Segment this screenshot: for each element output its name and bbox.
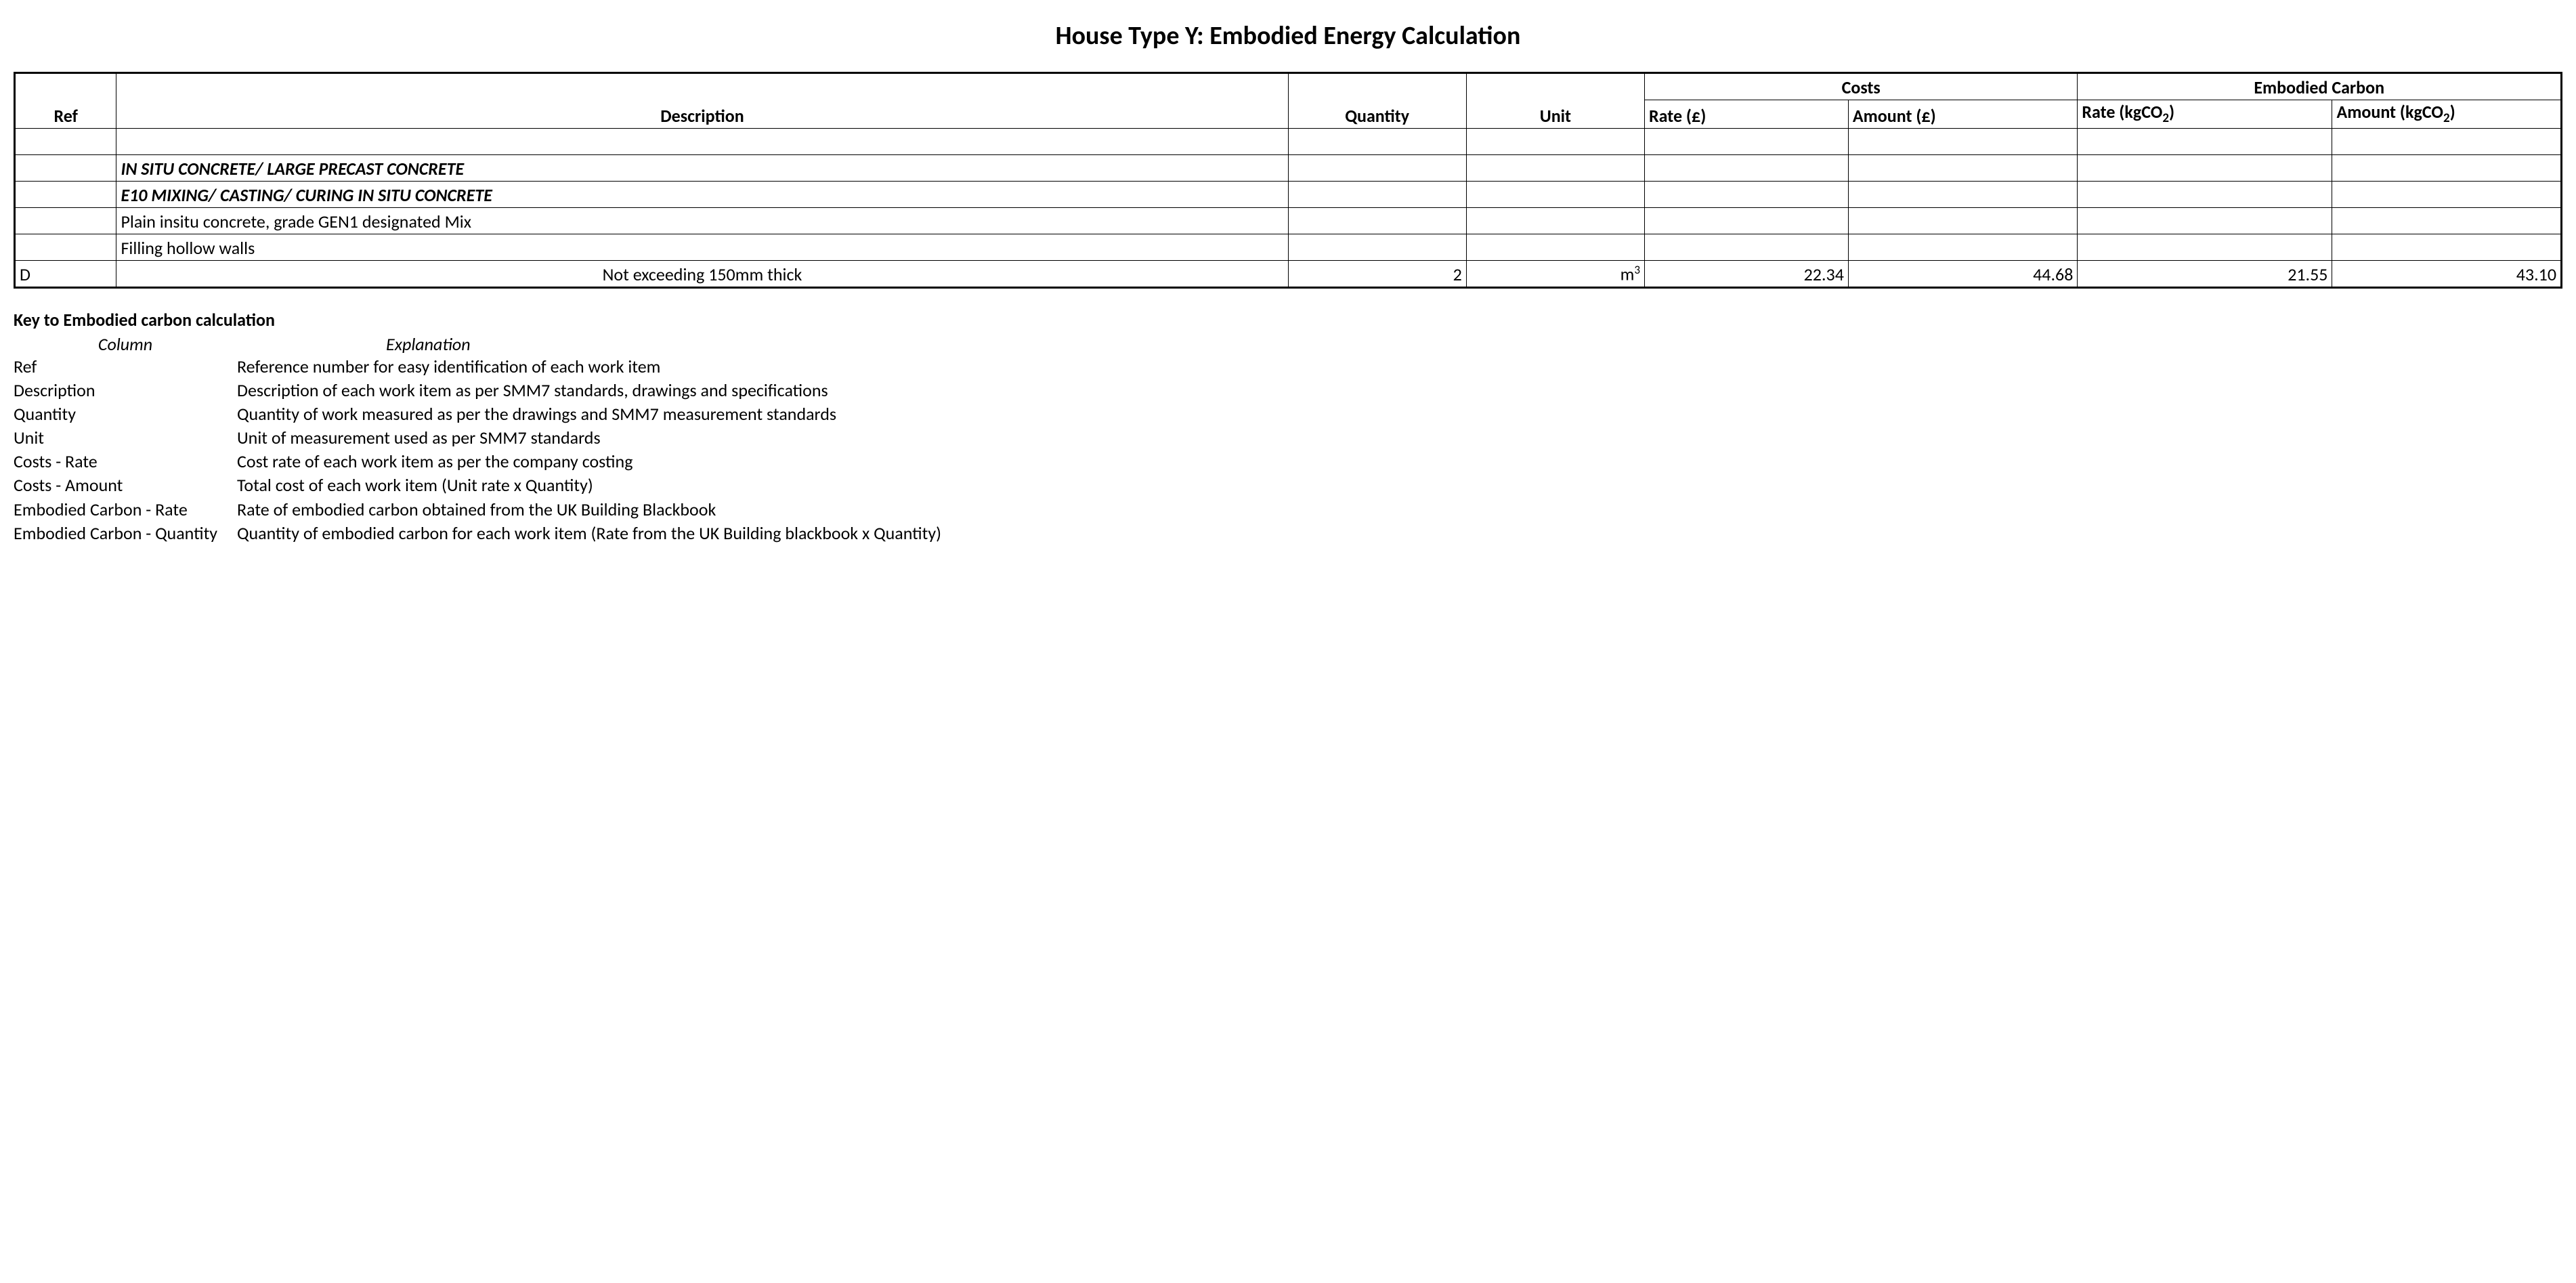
key-row: Embodied Carbon - RateRate of embodied c… xyxy=(14,498,2562,522)
key-exp: Cost rate of each work item as per the c… xyxy=(237,450,2562,474)
key-header-row: Column Explanation xyxy=(14,333,2562,355)
th-amount-ec: Amount (kgCO2) xyxy=(2332,100,2562,129)
th-description: Description xyxy=(116,73,1288,129)
key-exp: Quantity of work measured as per the dra… xyxy=(237,402,2562,426)
table-row: Filling hollow walls xyxy=(15,234,2562,260)
th-quantity: Quantity xyxy=(1288,73,1466,129)
key-col: Ref xyxy=(14,355,237,379)
calc-table: Ref Description Quantity Unit Costs Embo… xyxy=(14,72,2562,289)
key-row: Costs - RateCost rate of each work item … xyxy=(14,450,2562,474)
key-exp-head: Explanation xyxy=(237,333,2562,355)
key-row: UnitUnit of measurement used as per SMM7… xyxy=(14,426,2562,450)
key-exp: Rate of embodied carbon obtained from th… xyxy=(237,498,2562,522)
key-exp: Unit of measurement used as per SMM7 sta… xyxy=(237,426,2562,450)
table-row: DNot exceeding 150mm thick2m322.3444.682… xyxy=(15,260,2562,287)
page-title: House Type Y: Embodied Energy Calculatio… xyxy=(14,20,2562,51)
key-row: DescriptionDescription of each work item… xyxy=(14,379,2562,402)
key-row: QuantityQuantity of work measured as per… xyxy=(14,402,2562,426)
th-rate-cost: Rate (£) xyxy=(1645,100,1849,129)
th-costs: Costs xyxy=(1645,73,2078,100)
key-exp: Description of each work item as per SMM… xyxy=(237,379,2562,402)
th-embodied: Embodied Carbon xyxy=(2078,73,2562,100)
key-row: Costs - AmountTotal cost of each work it… xyxy=(14,474,2562,497)
table-row: IN SITU CONCRETE/ LARGE PRECAST CONCRETE xyxy=(15,154,2562,181)
key-exp: Quantity of embodied carbon for each wor… xyxy=(237,522,2562,545)
key-col: Unit xyxy=(14,426,237,450)
table-row: Plain insitu concrete, grade GEN1 design… xyxy=(15,207,2562,234)
table-row xyxy=(15,128,2562,154)
key-row: RefReference number for easy identificat… xyxy=(14,355,2562,379)
key-col: Embodied Carbon - Rate xyxy=(14,498,237,522)
key-col: Costs - Rate xyxy=(14,450,237,474)
key-col-head: Column xyxy=(14,333,237,355)
th-ref: Ref xyxy=(15,73,116,129)
key-title: Key to Embodied carbon calculation xyxy=(14,309,2562,331)
key-col: Quantity xyxy=(14,402,237,426)
table-row: E10 MIXING/ CASTING/ CURING IN SITU CONC… xyxy=(15,181,2562,207)
key-exp: Reference number for easy identification… xyxy=(237,355,2562,379)
key-exp: Total cost of each work item (Unit rate … xyxy=(237,474,2562,497)
key-col: Embodied Carbon - Quantity xyxy=(14,522,237,545)
key-col: Costs - Amount xyxy=(14,474,237,497)
th-amount-cost: Amount (£) xyxy=(1848,100,2077,129)
th-rate-ec: Rate (kgCO2) xyxy=(2078,100,2332,129)
th-unit: Unit xyxy=(1466,73,1644,129)
key-col: Description xyxy=(14,379,237,402)
key-row: Embodied Carbon - QuantityQuantity of em… xyxy=(14,522,2562,545)
